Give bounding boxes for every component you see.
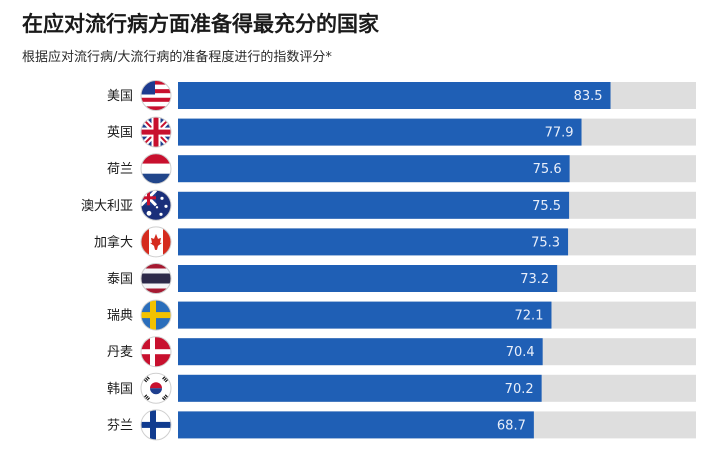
bar <box>178 228 569 256</box>
category-label: 瑞典 <box>107 309 133 324</box>
thailand-flag-icon <box>140 263 172 294</box>
value-label: 73.2 <box>520 272 549 287</box>
bar <box>178 265 558 292</box>
bar-row: 韩国 70.2 <box>107 372 696 404</box>
bar <box>178 155 570 183</box>
chart-title: 在应对流行病方面准备得最充分的国家 <box>22 12 379 36</box>
value-label: 75.5 <box>532 199 561 214</box>
category-label: 澳大利亚 <box>81 198 133 214</box>
value-label: 83.5 <box>574 89 603 104</box>
bar-row: 英国 77.9 <box>107 116 696 148</box>
bar <box>178 82 611 109</box>
bar <box>178 191 570 219</box>
sweden-flag-icon <box>140 299 172 331</box>
value-label: 75.3 <box>531 235 560 250</box>
bar <box>178 301 552 329</box>
uk-flag-icon <box>140 116 172 148</box>
chart-subtitle: 根据应对流行病/大流行病的准备程度进行的指数评分* <box>22 50 332 65</box>
australia-flag-icon <box>140 189 172 221</box>
us-flag-icon <box>140 80 172 111</box>
finland-flag-icon <box>140 409 172 441</box>
value-label: 70.4 <box>506 345 535 360</box>
bar-row: 泰国 73.2 <box>107 263 696 294</box>
bar-row: 澳大利亚 75.5 <box>81 189 696 221</box>
value-label: 77.9 <box>545 126 574 141</box>
south-korea-flag-icon <box>140 372 172 404</box>
bar <box>178 118 582 146</box>
value-label: 75.6 <box>533 162 562 177</box>
category-label: 泰国 <box>107 272 133 287</box>
category-label: 加拿大 <box>94 234 133 250</box>
bar-row: 荷兰 75.6 <box>107 153 696 185</box>
bar-row: 芬兰 68.7 <box>107 409 696 441</box>
bar-row: 丹麦 70.4 <box>107 336 696 368</box>
value-label: 68.7 <box>497 418 526 433</box>
category-label: 芬兰 <box>107 418 133 433</box>
category-label: 荷兰 <box>107 162 133 177</box>
bar <box>178 411 534 439</box>
canada-flag-icon <box>140 226 172 258</box>
value-label: 72.1 <box>515 309 544 324</box>
bar-row: 加拿大 75.3 <box>94 226 696 258</box>
category-label: 丹麦 <box>107 345 133 360</box>
category-label: 美国 <box>107 89 133 104</box>
bar-row: 美国 83.5 <box>107 80 696 111</box>
value-label: 70.2 <box>505 382 534 397</box>
category-label: 韩国 <box>107 382 133 397</box>
category-label: 英国 <box>107 126 133 141</box>
bar-row: 瑞典 72.1 <box>107 299 696 331</box>
denmark-flag-icon <box>140 336 172 368</box>
bar <box>178 338 543 366</box>
netherlands-flag-icon <box>140 153 172 185</box>
bar <box>178 374 542 402</box>
